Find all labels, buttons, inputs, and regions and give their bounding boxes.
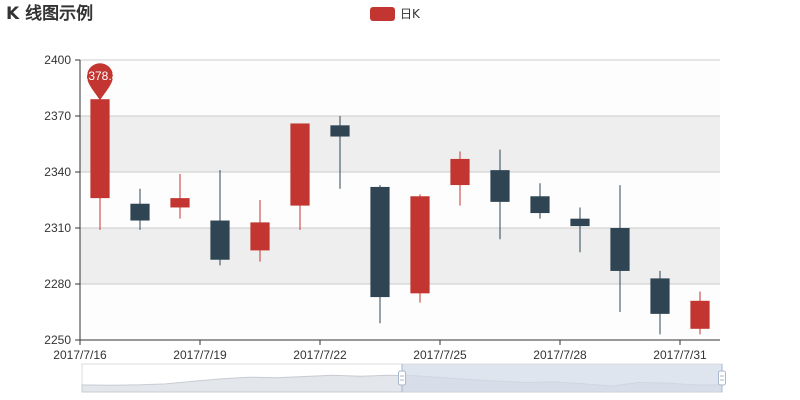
x-tick-label: 2017/7/31 xyxy=(653,348,707,362)
datazoom-handle-left[interactable] xyxy=(398,364,406,392)
candle-body xyxy=(410,196,430,294)
candle xyxy=(610,185,630,312)
candle-body xyxy=(650,278,670,314)
candle-body xyxy=(250,222,270,251)
candle xyxy=(410,194,430,303)
y-tick-label: 2280 xyxy=(44,277,71,291)
marker-label: 2378.8 xyxy=(82,69,119,83)
candle xyxy=(170,173,190,219)
candle xyxy=(130,188,150,230)
candle xyxy=(370,185,390,324)
candle xyxy=(250,200,270,262)
candle xyxy=(570,207,590,253)
datazoom-handle-grip[interactable] xyxy=(398,370,406,386)
y-tick-label: 2370 xyxy=(44,109,71,123)
split-band xyxy=(80,284,720,340)
candle-body xyxy=(90,99,110,199)
datazoom-handle-right[interactable] xyxy=(718,364,726,392)
candle xyxy=(450,151,470,206)
x-tick-label: 2017/7/19 xyxy=(173,348,227,362)
datazoom-window[interactable] xyxy=(402,364,722,392)
y-tick-label: 2340 xyxy=(44,165,71,179)
candle-body xyxy=(570,218,590,227)
candle-body xyxy=(370,186,390,298)
max-value-marker: 2378.8 xyxy=(82,63,119,101)
y-tick-label: 2310 xyxy=(44,221,71,235)
x-tick-label: 2017/7/25 xyxy=(413,348,467,362)
x-tick-label: 2017/7/28 xyxy=(533,348,587,362)
candle-body xyxy=(690,300,710,329)
candle-body xyxy=(450,158,470,186)
candle xyxy=(650,270,670,335)
candle-body xyxy=(530,196,550,214)
y-tick-label: 2250 xyxy=(44,333,71,347)
split-band xyxy=(80,116,720,172)
legend-swatch[interactable] xyxy=(370,7,395,21)
candle-body xyxy=(330,125,350,137)
candle xyxy=(90,99,110,230)
marker-pin xyxy=(87,63,114,101)
candle-body xyxy=(490,170,510,202)
candle xyxy=(530,183,550,219)
datazoom-slider[interactable] xyxy=(81,363,726,393)
legend[interactable]: 日K xyxy=(370,7,421,21)
candle-body xyxy=(130,203,150,221)
legend-label[interactable]: 日K xyxy=(400,7,421,21)
x-axis: 2017/7/16 2017/7/19 2017/7/22 2017/7/25 2017… xyxy=(53,339,720,362)
candle xyxy=(490,149,510,240)
candle-body xyxy=(290,123,310,206)
split-band xyxy=(80,60,720,116)
candle xyxy=(290,123,310,230)
candle xyxy=(210,170,230,266)
y-axis: 2250 2280 2310 2340 2370 2400 xyxy=(44,53,81,347)
datazoom-handle-grip[interactable] xyxy=(718,370,726,386)
x-tick-label: 2017/7/22 xyxy=(293,348,347,362)
candle-body xyxy=(170,198,190,208)
candles xyxy=(90,99,710,335)
candle-body xyxy=(210,220,230,260)
candle xyxy=(690,291,710,335)
chart-title: K 线图示例 xyxy=(6,3,93,24)
x-tick-label: 2017/7/16 xyxy=(53,348,107,362)
candle xyxy=(330,116,350,189)
y-tick-label: 2400 xyxy=(44,53,71,67)
candle-body xyxy=(610,228,630,271)
